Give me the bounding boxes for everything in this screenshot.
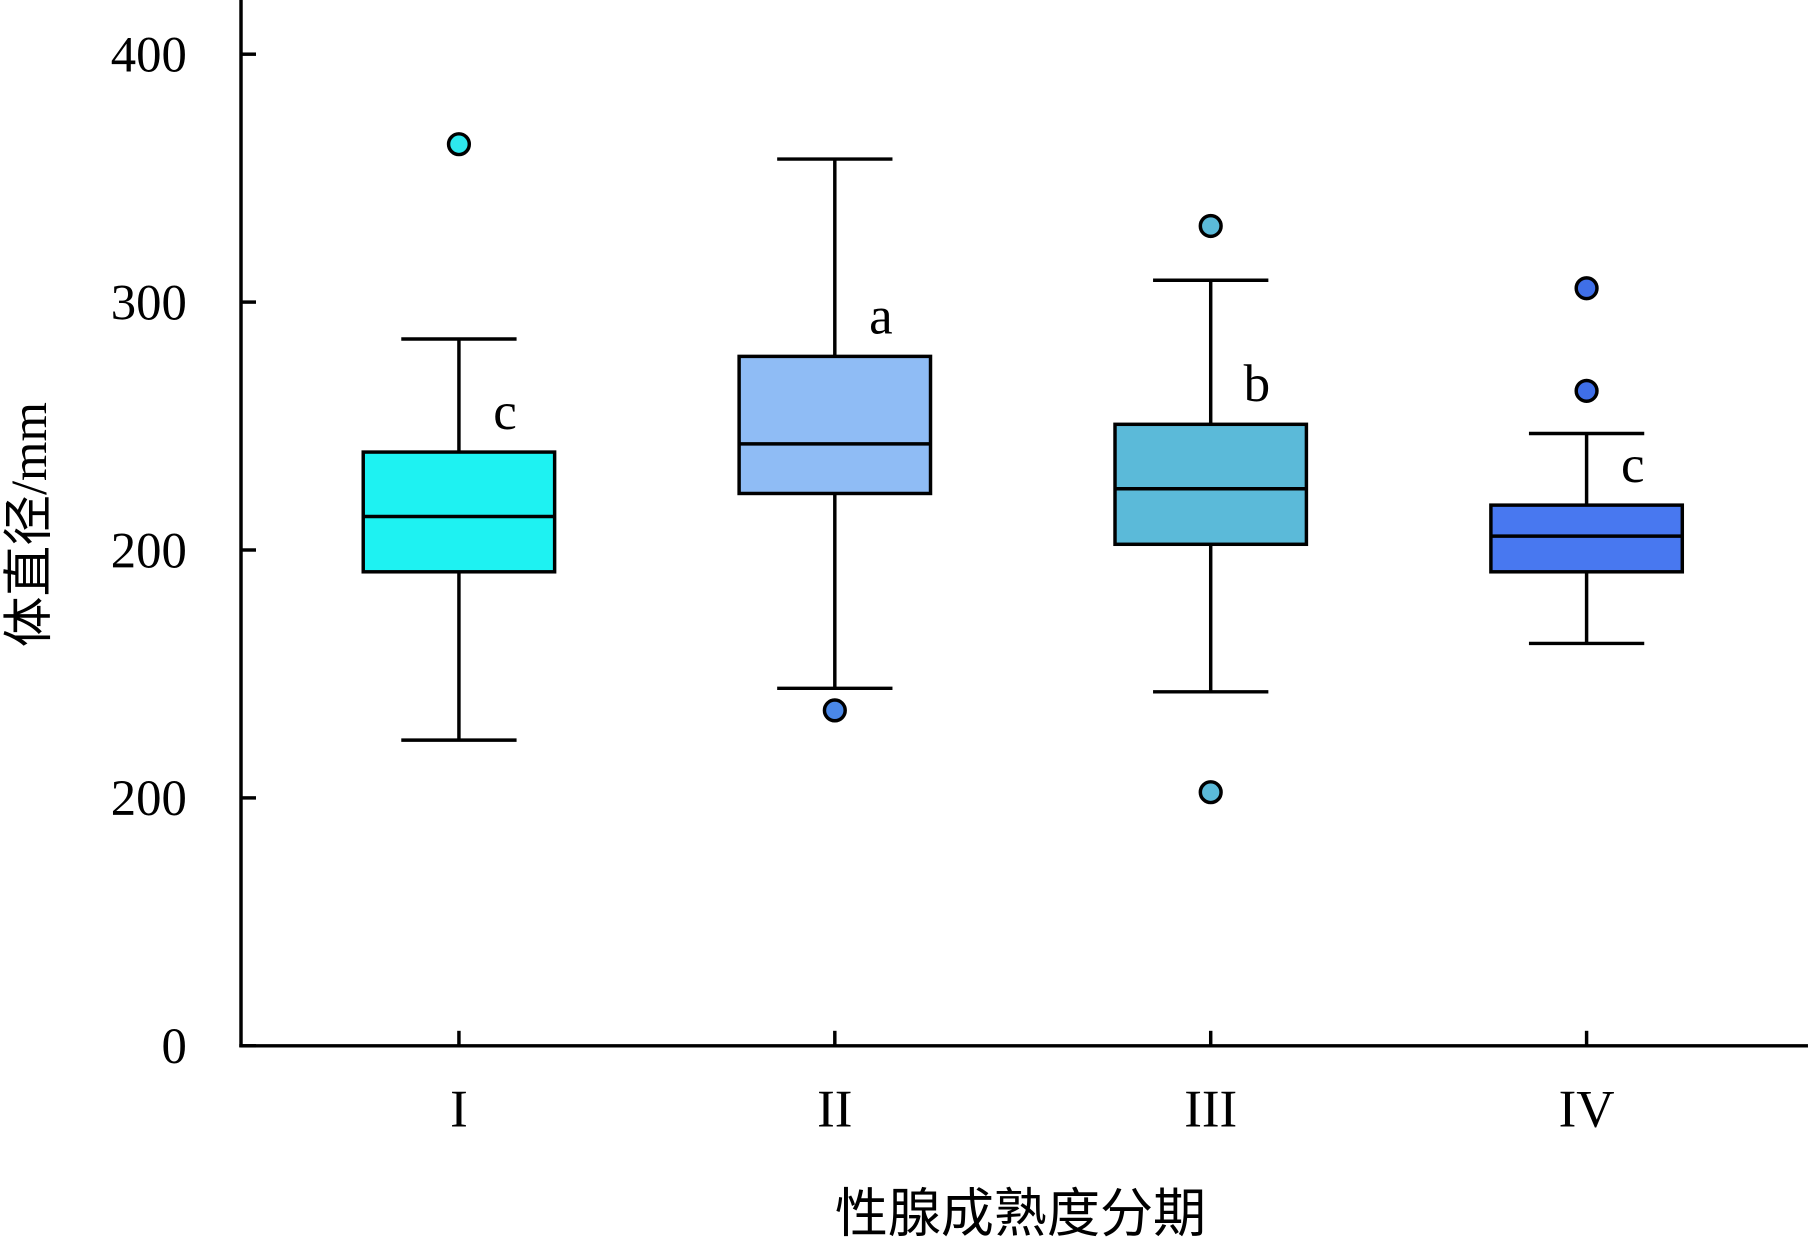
y-axis-title: 体直径/mm bbox=[1, 402, 57, 647]
annotation: c bbox=[493, 383, 517, 441]
box bbox=[1113, 422, 1309, 547]
box bbox=[1489, 503, 1685, 574]
annotation: b bbox=[1244, 355, 1271, 413]
x-tick-label: IV bbox=[1559, 1081, 1615, 1139]
y-tick-label: 300 bbox=[111, 274, 187, 330]
box bbox=[737, 354, 933, 496]
x-axis-title: 性腺成熟度分期 bbox=[835, 1185, 1206, 1243]
annotation: a bbox=[869, 287, 893, 345]
box bbox=[361, 450, 557, 574]
outlier bbox=[1574, 276, 1599, 301]
x-tick-label: III bbox=[1184, 1081, 1237, 1139]
y-tick-label: 200 bbox=[111, 522, 187, 578]
outlier bbox=[822, 698, 847, 723]
y-tick-label: 400 bbox=[111, 26, 187, 82]
outlier bbox=[1198, 780, 1223, 805]
outlier bbox=[1198, 213, 1223, 239]
outlier bbox=[1574, 378, 1599, 403]
y-tick-label: 200 bbox=[111, 770, 187, 826]
x-tick-label: II bbox=[817, 1081, 852, 1139]
outlier bbox=[446, 132, 472, 157]
annotation: c bbox=[1621, 436, 1645, 494]
y-tick-label: 0 bbox=[161, 1018, 186, 1074]
x-tick-label: I bbox=[450, 1081, 468, 1139]
